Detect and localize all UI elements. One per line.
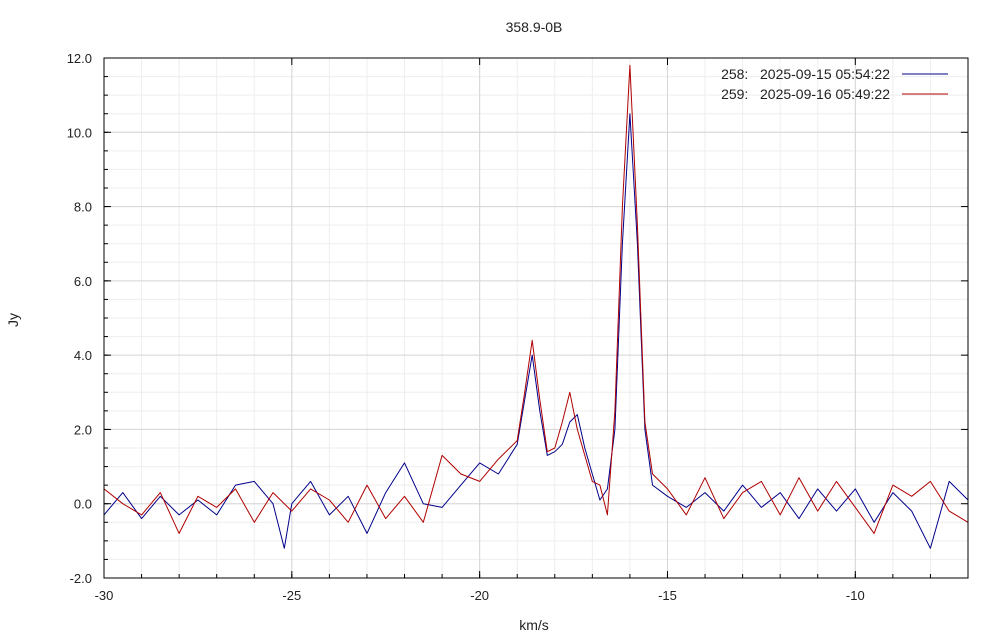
ticks: -30 -25 -20 -15 -10 -2.0 0.0 2.0 4.0 6.0 8.0 10.0 12…: [67, 51, 969, 603]
y-tick-label: 2.0: [74, 422, 92, 437]
y-tick-label: 0.0: [74, 497, 92, 512]
x-tick-label: -20: [470, 588, 489, 603]
legend: 258: 2025-09-15 05:54:22 259: 2025-09-16 …: [721, 66, 948, 102]
grid: [103, 57, 969, 579]
x-tick-label: -15: [658, 588, 677, 603]
y-tick-label: 10.0: [67, 125, 92, 140]
chart-title: 358.9-0B: [506, 19, 563, 35]
y-tick-label: 8.0: [74, 200, 92, 215]
y-tick-label: 12.0: [67, 51, 92, 66]
y-axis-label: Jy: [5, 313, 21, 327]
x-axis-label: km/s: [519, 617, 549, 633]
x-tick-label: -25: [282, 588, 301, 603]
x-tick-label: -10: [846, 588, 865, 603]
legend-label-1: 258: 2025-09-15 05:54:22: [721, 66, 890, 82]
legend-label-2: 259: 2025-09-16 05:49:22: [721, 86, 890, 102]
series-line-2: [103, 64, 969, 534]
series-line-1: [103, 113, 969, 549]
x-tick-label: -30: [95, 588, 114, 603]
y-tick-label: -2.0: [70, 571, 92, 586]
series-layer: [103, 64, 969, 549]
y-tick-label: 6.0: [74, 274, 92, 289]
y-tick-label: 4.0: [74, 348, 92, 363]
